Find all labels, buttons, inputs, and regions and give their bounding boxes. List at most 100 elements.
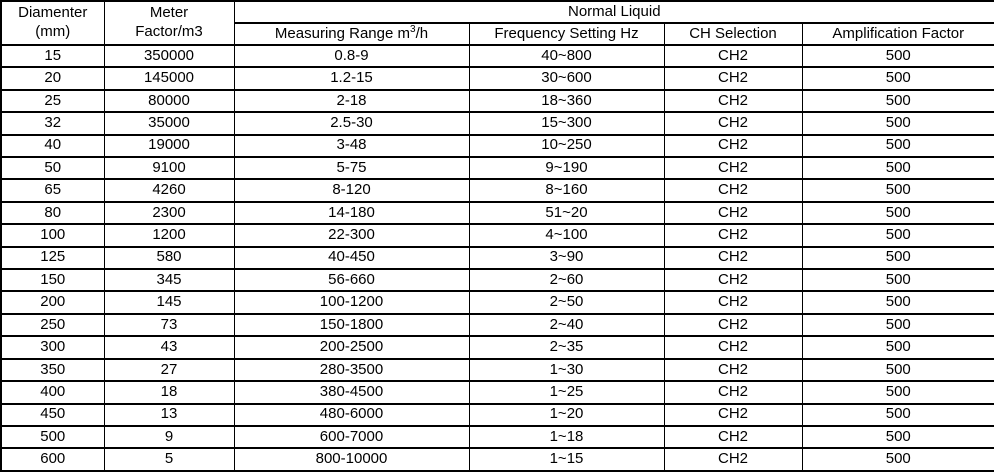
- header-diameter-line1: Diamenter: [18, 4, 88, 22]
- table-cell: 500: [801, 223, 994, 248]
- table-cell: 500: [801, 424, 994, 450]
- table-cell: 35000: [103, 111, 235, 136]
- table-cell: 500: [801, 66, 994, 91]
- table-cell: 500: [801, 268, 994, 293]
- table-cell: 1~25: [468, 380, 665, 405]
- table-header: Diamenter (mm) Meter Factor/m3 Normal Li…: [0, 0, 994, 46]
- table-cell: 2~40: [468, 312, 665, 338]
- table-cell: 43: [103, 335, 235, 360]
- header-frequency-setting: Frequency Setting Hz: [468, 22, 665, 46]
- table-cell: 2~50: [468, 290, 665, 315]
- header-ch-selection: CH Selection: [663, 22, 803, 46]
- table-row: 500 9 600-7000 1~18 CH2 500: [0, 424, 994, 450]
- table-cell: 32: [0, 111, 105, 136]
- table-cell: 10~250: [468, 133, 665, 159]
- table-cell: 500: [801, 357, 994, 383]
- table-cell: 100-1200: [233, 290, 470, 315]
- table-cell: 22-300: [233, 223, 470, 248]
- table-row: 15 350000 0.8-9 40~800 CH2 500: [0, 43, 994, 69]
- table-cell: CH2: [663, 178, 803, 203]
- table-cell: 145000: [103, 66, 235, 91]
- table-row: 600 5 800-10000 1~15 CH2 500: [0, 447, 994, 472]
- table-cell: 19000: [103, 133, 235, 159]
- table-cell: 280-3500: [233, 357, 470, 383]
- table-cell: CH2: [663, 156, 803, 181]
- table-cell: 2300: [103, 200, 235, 226]
- table-cell: 1~18: [468, 424, 665, 450]
- table-cell: 500: [801, 312, 994, 338]
- table-cell: 13: [103, 402, 235, 427]
- table-cell: 200: [0, 290, 105, 315]
- table-cell: 18: [103, 380, 235, 405]
- table-cell: 500: [0, 424, 105, 450]
- table-cell: 500: [801, 133, 994, 159]
- table-cell: 3-48: [233, 133, 470, 159]
- header-meter-factor: Meter Factor/m3: [103, 0, 235, 46]
- table-cell: 380-4500: [233, 380, 470, 405]
- table-cell: 9~190: [468, 156, 665, 181]
- header-row-group: Diamenter (mm) Meter Factor/m3 Normal Li…: [0, 0, 994, 46]
- table-row: 150 345 56-660 2~60 CH2 500: [0, 268, 994, 293]
- table-cell: 500: [801, 335, 994, 360]
- table-cell: 350000: [103, 43, 235, 69]
- table-row: 20 145000 1.2-15 30~600 CH2 500: [0, 66, 994, 91]
- header-amplification-factor: Amplification Factor: [801, 22, 994, 46]
- header-measuring-range: Measuring Range m3/h: [233, 22, 470, 46]
- table-cell: 27: [103, 357, 235, 383]
- table-cell: CH2: [663, 380, 803, 405]
- table-cell: 400: [0, 380, 105, 405]
- table-row: 80 2300 14-180 51~20 CH2 500: [0, 200, 994, 226]
- table-cell: 345: [103, 268, 235, 293]
- table-row: 25 80000 2-18 18~360 CH2 500: [0, 88, 994, 114]
- table-cell: CH2: [663, 111, 803, 136]
- table-cell: CH2: [663, 223, 803, 248]
- table-cell: 500: [801, 43, 994, 69]
- table-cell: 2-18: [233, 88, 470, 114]
- table-cell: 500: [801, 402, 994, 427]
- table-cell: 8-120: [233, 178, 470, 203]
- table-row: 350 27 280-3500 1~30 CH2 500: [0, 357, 994, 383]
- table-cell: 100: [0, 223, 105, 248]
- table-row: 40 19000 3-48 10~250 CH2 500: [0, 133, 994, 159]
- table-row: 450 13 480-6000 1~20 CH2 500: [0, 402, 994, 427]
- table-cell: 15~300: [468, 111, 665, 136]
- table-cell: CH2: [663, 312, 803, 338]
- table-cell: 200-2500: [233, 335, 470, 360]
- table-cell: CH2: [663, 200, 803, 226]
- table-row: 200 145 100-1200 2~50 CH2 500: [0, 290, 994, 315]
- table-cell: CH2: [663, 66, 803, 91]
- table-cell: CH2: [663, 133, 803, 159]
- table-cell: 250: [0, 312, 105, 338]
- table-cell: 1~15: [468, 447, 665, 472]
- table-cell: CH2: [663, 290, 803, 315]
- table-body: 15 350000 0.8-9 40~800 CH2 500 20 145000 1.2-15 3…: [0, 43, 994, 472]
- header-row-sub: Measuring Range m3/h Frequency Setting H…: [1, 22, 994, 46]
- table-cell: 2~35: [468, 335, 665, 360]
- table-cell: 1.2-15: [233, 66, 470, 91]
- table-cell: 500: [801, 178, 994, 203]
- table-cell: 18~360: [468, 88, 665, 114]
- table-cell: 500: [801, 200, 994, 226]
- table-cell: 50: [0, 156, 105, 181]
- table-cell: 40~800: [468, 43, 665, 69]
- table-cell: 5: [103, 447, 235, 472]
- table-row: 400 18 380-4500 1~25 CH2 500: [0, 380, 994, 405]
- table-row: 300 43 200-2500 2~35 CH2 500: [0, 335, 994, 360]
- table-row: 50 9100 5-75 9~190 CH2 500: [0, 156, 994, 181]
- measuring-range-prefix: Measuring Range m: [274, 24, 410, 42]
- table-cell: 500: [801, 88, 994, 114]
- table-cell: 150-1800: [233, 312, 470, 338]
- header-meter-factor-line1: Meter: [149, 4, 189, 22]
- table-cell: 1200: [103, 223, 235, 248]
- table-cell: 9100: [103, 156, 235, 181]
- table-cell: CH2: [663, 245, 803, 271]
- table-cell: 480-6000: [233, 402, 470, 427]
- table-cell: 3~90: [468, 245, 665, 271]
- table-cell: 40: [0, 133, 105, 159]
- table-cell: 600-7000: [233, 424, 470, 450]
- table-cell: 500: [801, 447, 994, 472]
- table-cell: 14-180: [233, 200, 470, 226]
- table-cell: 8~160: [468, 178, 665, 203]
- table-cell: 4260: [103, 178, 235, 203]
